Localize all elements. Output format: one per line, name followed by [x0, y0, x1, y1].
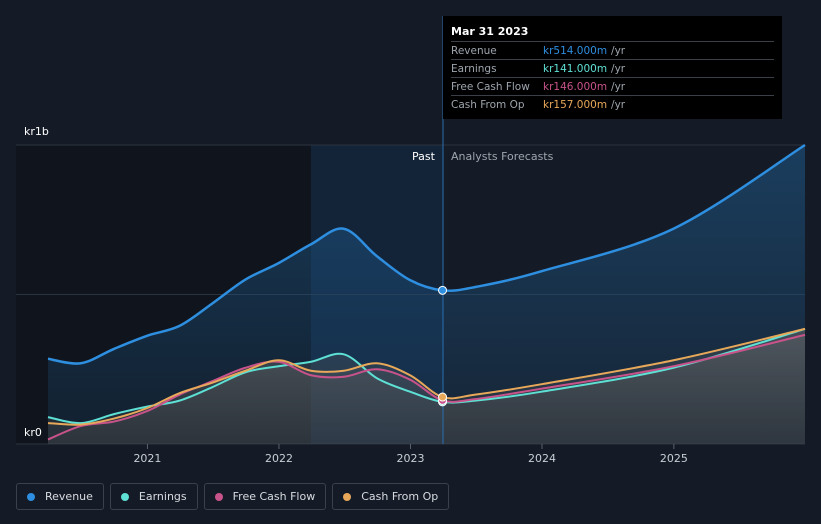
- legend-dot-icon: [214, 492, 223, 501]
- series-line-free-cash-flow: [47, 333, 806, 441]
- legend-dot-icon: [27, 492, 35, 501]
- x-tick-label: 2024: [528, 452, 556, 465]
- x-tick-label: 2025: [660, 452, 688, 465]
- tooltip: Mar 31 2023 Revenue kr514.000m/yr Earnings…: [443, 16, 782, 119]
- tooltip-row-value: kr146.000m: [543, 80, 608, 93]
- legend-label: Free Cash Flow: [232, 490, 316, 503]
- legend-dot-icon: [120, 492, 129, 501]
- tooltip-date: Mar 31 2023: [451, 25, 529, 38]
- x-tick-label: 2021: [133, 452, 161, 465]
- series-line-earnings: [47, 327, 806, 425]
- tooltip-row-unit: /yr: [611, 98, 626, 111]
- tooltip-row-unit: /yr: [611, 44, 626, 57]
- tooltip-row-unit: /yr: [611, 62, 626, 75]
- legend-dot-icon: [343, 492, 352, 501]
- forecast-label: Analysts Forecasts: [451, 150, 554, 163]
- tooltip-row: Cash From Op kr157.000m/yr: [451, 95, 774, 113]
- marker-cash-from-op: [438, 392, 448, 402]
- series-line-cash-from-op: [47, 327, 806, 426]
- tooltip-row-unit: /yr: [611, 80, 626, 93]
- legend-item-revenue[interactable]: Revenue: [16, 483, 104, 510]
- past-label: Past: [412, 150, 435, 163]
- marker-revenue: [438, 285, 448, 295]
- tooltip-row-label: Cash From Op: [451, 98, 525, 111]
- legend-item-earnings[interactable]: Earnings: [109, 483, 198, 510]
- y-tick-label-top: kr1b: [24, 125, 49, 138]
- series-area-revenue: [48, 145, 805, 444]
- x-tick-label: 2022: [265, 452, 293, 465]
- tooltip-row-label: Free Cash Flow: [451, 80, 530, 93]
- tooltip-row-value: kr141.000m: [543, 62, 608, 75]
- series-area-cash-from-op: [48, 328, 805, 444]
- legend: Revenue Earnings Free Cash Flow Cash From O…: [16, 483, 450, 510]
- tooltip-row: Free Cash Flow kr146.000m/yr: [451, 77, 774, 95]
- legend-item-cash-from-op[interactable]: Cash From Op: [332, 483, 450, 510]
- legend-item-free-cash-flow[interactable]: Free Cash Flow: [203, 483, 327, 510]
- legend-label: Cash From Op: [361, 490, 439, 503]
- tooltip-row: Earnings kr141.000m/yr: [451, 59, 774, 77]
- tooltip-row-value: kr157.000m: [543, 98, 608, 111]
- tooltip-row: Revenue kr514.000m/yr: [451, 41, 774, 59]
- tooltip-row-value: kr514.000m: [543, 44, 608, 57]
- tooltip-row-label: Revenue: [451, 44, 497, 57]
- x-tick-label: 2023: [396, 452, 424, 465]
- tooltip-row-label: Earnings: [451, 62, 497, 75]
- y-tick-label-bottom: kr0: [24, 426, 42, 439]
- legend-label: Earnings: [138, 490, 187, 503]
- series-line-revenue: [47, 143, 806, 365]
- legend-label: Revenue: [45, 490, 93, 503]
